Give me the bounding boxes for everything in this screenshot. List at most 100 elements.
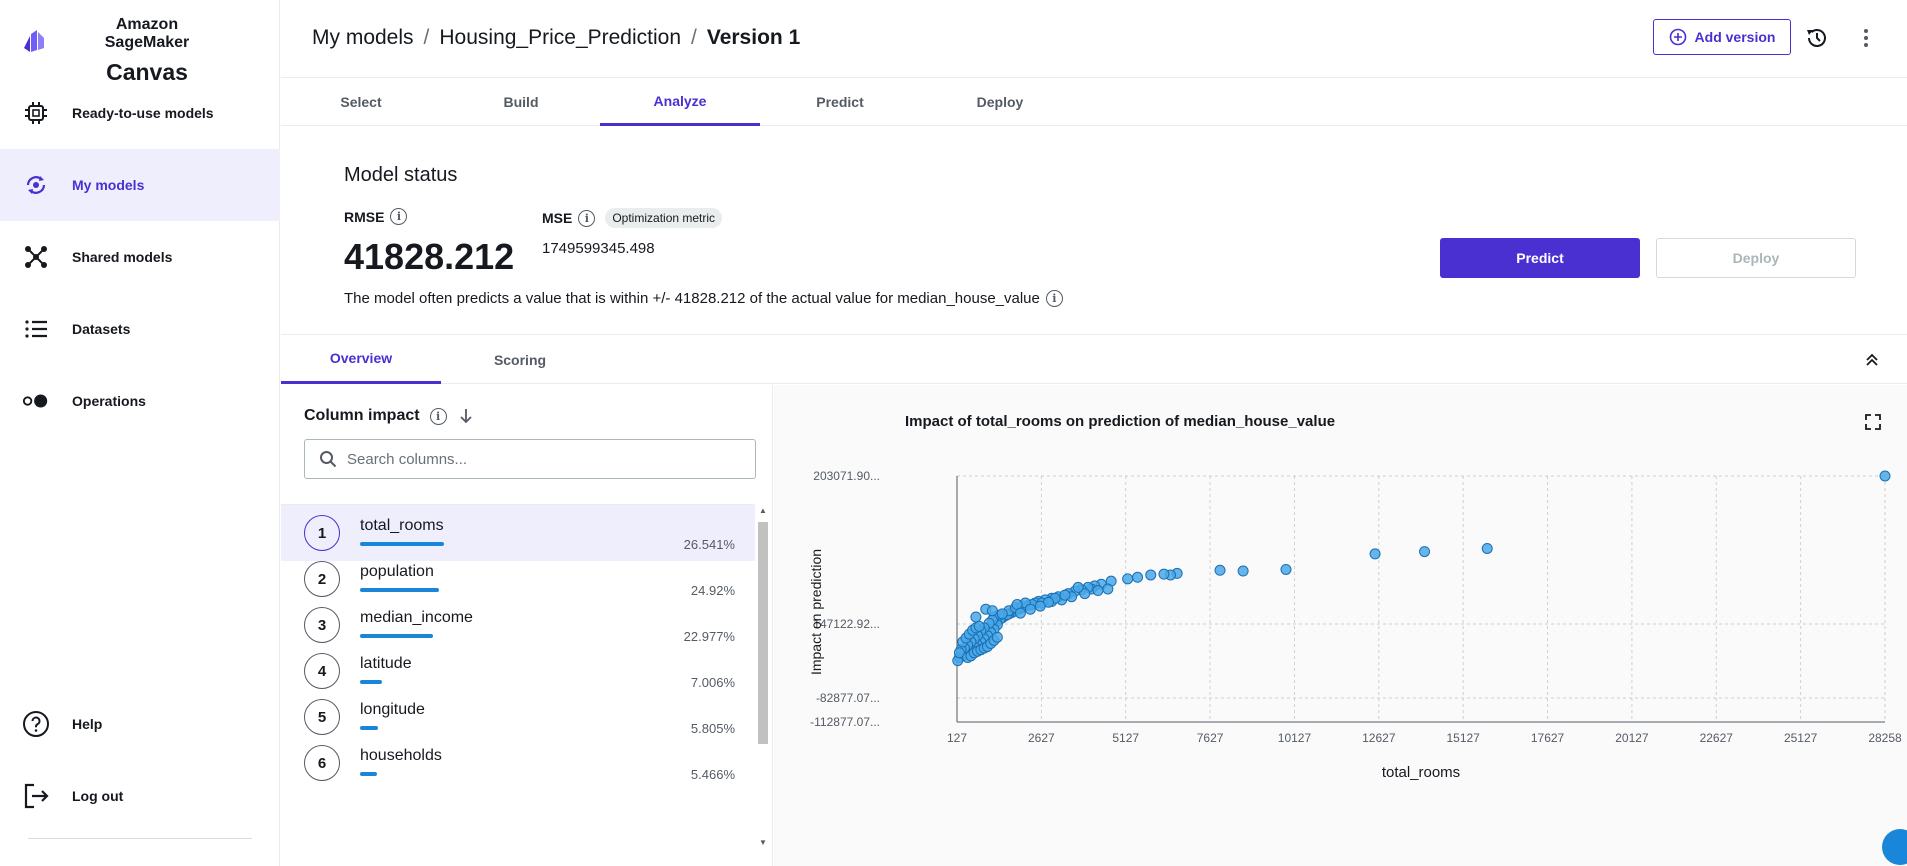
scatter-chart: 127 2627 5127 7627 10127 12627 15127 17627 20127…	[808, 469, 1902, 781]
x-axis-label: total_rooms	[1382, 764, 1460, 781]
list-item[interactable]: 4 latitude 7.006%	[281, 643, 755, 699]
models-icon	[22, 171, 50, 199]
list-scrollbar[interactable]: ▲ ▼	[756, 504, 768, 852]
list-item[interactable]: 6 households 5.466%	[281, 735, 755, 791]
sidebar-item-operations[interactable]: Operations	[0, 365, 280, 437]
chat-icon[interactable]	[1882, 829, 1907, 865]
impact-bar	[360, 680, 383, 684]
x-tick-label: 2627	[1028, 731, 1055, 745]
rank-badge: 4	[304, 653, 340, 689]
header: My models / Housing_Price_Prediction / V…	[281, 0, 1907, 78]
help-icon	[22, 710, 50, 738]
scroll-up-arrow-icon[interactable]: ▲	[759, 506, 767, 515]
expand-icon[interactable]	[1864, 413, 1882, 431]
workflow-tabs: Select Build Analyze Predict Deploy	[281, 78, 1907, 126]
sort-arrow-icon[interactable]	[457, 407, 475, 425]
tab-select[interactable]: Select	[340, 94, 382, 110]
search-columns-input[interactable]	[347, 450, 727, 468]
tab-predict[interactable]: Predict	[816, 94, 864, 110]
optimization-metric-badge: Optimization metric	[605, 208, 723, 228]
sidebar-item-shared-models[interactable]: Shared models	[0, 221, 280, 293]
list-item[interactable]: 1 total_rooms 26.541%	[281, 505, 755, 561]
impact-bar	[360, 588, 439, 592]
list-item[interactable]: 3 median_income 22.977%	[281, 597, 755, 653]
impact-percent: 24.92%	[690, 583, 735, 598]
deploy-button[interactable]: Deploy	[1656, 238, 1856, 278]
rank-badge: 6	[304, 745, 340, 781]
data-point	[1369, 548, 1381, 560]
info-icon[interactable]: i	[390, 208, 408, 225]
sidebar-item-my-models[interactable]: My models	[0, 149, 280, 221]
mse-label: MSE i Optimization metric	[542, 208, 723, 228]
more-options-icon[interactable]	[1852, 24, 1880, 52]
predict-button[interactable]: Predict	[1440, 238, 1640, 278]
y-tick-label: 147122.92...	[813, 617, 880, 631]
share-icon	[22, 243, 50, 271]
tab-deploy[interactable]: Deploy	[976, 94, 1024, 110]
scroll-thumb[interactable]	[758, 522, 768, 744]
rank-badge: 2	[304, 561, 340, 597]
sidebar-item-help[interactable]: Help	[0, 688, 280, 760]
rank-badge: 5	[304, 699, 340, 735]
tab-analyze[interactable]: Analyze	[600, 78, 760, 126]
tab-overview[interactable]: Overview	[281, 335, 441, 384]
impact-percent: 5.466%	[690, 767, 735, 782]
data-point	[1014, 607, 1026, 619]
data-point	[1102, 583, 1114, 595]
brand-line1: Amazon SageMaker	[104, 16, 190, 51]
search-columns-field[interactable]	[304, 439, 756, 479]
breadcrumb-my-models[interactable]: My models	[312, 26, 414, 49]
sidebar-item-ready-to-use-models[interactable]: Ready-to-use models	[0, 77, 280, 149]
impact-bar	[360, 726, 379, 730]
status-description-text: The model often predicts a value that is…	[344, 290, 1040, 307]
info-icon[interactable]: i	[429, 407, 447, 425]
column-name: total_rooms	[360, 517, 444, 534]
y-axis-label: Impact on prediction	[808, 549, 824, 675]
list-item[interactable]: 5 longitude 5.805%	[281, 689, 755, 745]
column-impact-header: Column impact i	[304, 407, 475, 425]
tab-build[interactable]: Build	[503, 94, 539, 110]
sidebar-item-log-out[interactable]: Log out	[0, 760, 280, 832]
x-tick-label: 20127	[1615, 731, 1649, 745]
list-icon	[22, 315, 50, 343]
data-point	[1092, 585, 1104, 597]
sidebar-item-label: Operations	[72, 393, 146, 409]
info-icon[interactable]: i	[578, 209, 596, 227]
sidebar-item-datasets[interactable]: Datasets	[0, 293, 280, 365]
data-point	[1024, 603, 1036, 615]
column-impact-title: Column impact	[304, 407, 420, 424]
logout-icon	[22, 782, 50, 810]
breadcrumb: My models / Housing_Price_Prediction / V…	[312, 26, 800, 50]
breadcrumb-separator: /	[691, 26, 697, 49]
data-point	[970, 611, 982, 623]
rank-badge: 3	[304, 607, 340, 643]
history-icon[interactable]	[1803, 24, 1831, 52]
data-point	[1237, 565, 1249, 577]
rmse-label: RMSE i	[344, 208, 408, 225]
tab-scoring[interactable]: Scoring	[493, 351, 547, 368]
y-tick-label: -82877.07...	[816, 691, 880, 705]
data-point	[1079, 588, 1091, 600]
x-tick-label: 7627	[1197, 731, 1224, 745]
data-point	[1059, 589, 1071, 601]
scroll-down-arrow-icon[interactable]: ▼	[759, 838, 767, 847]
collapse-icon[interactable]	[1861, 349, 1883, 371]
add-version-button[interactable]: Add version	[1653, 19, 1791, 55]
data-point	[1132, 571, 1144, 583]
impact-bar	[360, 634, 433, 638]
x-tick-label: 22627	[1700, 731, 1734, 745]
data-point	[1122, 573, 1134, 585]
brand-text: Amazon SageMaker Canvas	[72, 16, 222, 86]
x-tick-label: 5127	[1112, 731, 1139, 745]
x-tick-label: 15127	[1446, 731, 1480, 745]
data-point	[1280, 563, 1292, 575]
add-version-label: Add version	[1694, 29, 1776, 45]
info-icon[interactable]: i	[1045, 290, 1063, 307]
rmse-value: 41828.212	[344, 236, 515, 277]
list-item[interactable]: 2 population 24.92%	[281, 551, 755, 607]
breadcrumb-model-name[interactable]: Housing_Price_Prediction	[439, 26, 682, 49]
mse-value: 1749599345.498	[542, 240, 655, 257]
sidebar-item-label: Ready-to-use models	[72, 105, 214, 121]
toggle-icon	[22, 387, 50, 415]
brand-line2: Canvas	[106, 59, 188, 85]
